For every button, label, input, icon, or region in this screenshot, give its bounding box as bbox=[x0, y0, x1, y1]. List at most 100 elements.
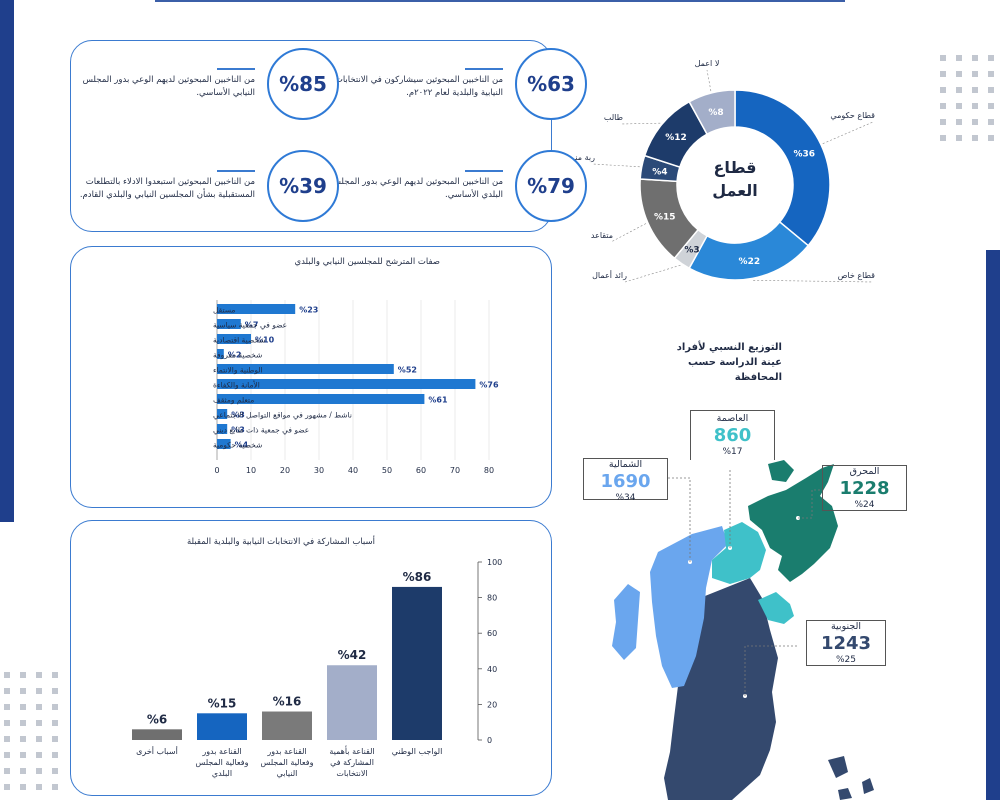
map-region-capital bbox=[712, 522, 766, 584]
vbar-tick-label: 80 bbox=[487, 594, 497, 603]
participation-reasons-bar-chart: 0 20 40 60 80 100 %6 أسباب أخرى %15 القناعة بدور… bbox=[132, 558, 502, 778]
stat-value: %79 bbox=[515, 150, 587, 222]
participation-reasons-title: أسباب المشاركة في الانتخابات النيابية وا… bbox=[186, 537, 375, 547]
dot-pattern-top-right bbox=[940, 55, 994, 141]
stat-text: من الناخبين المبحوثين لديهم الوعي بدور ا… bbox=[318, 170, 503, 202]
donut-value-label: %3 bbox=[684, 245, 699, 255]
vbar-category-label: القناعة بأهمية المشاركة في الانتخابات bbox=[329, 745, 374, 778]
stat-text: من الناخبين المبحوثين سيشاركون في الانتخ… bbox=[318, 68, 503, 100]
donut-category-label: رائد أعمال bbox=[592, 270, 627, 280]
donut-leader-line bbox=[610, 223, 647, 243]
hbar-bar bbox=[217, 304, 296, 314]
hbar-category-label: مستقل bbox=[213, 306, 235, 315]
vbar-value-label: %6 bbox=[147, 712, 167, 726]
hbar-bar bbox=[217, 364, 394, 374]
map-leader-southern bbox=[744, 645, 798, 696]
map-label-southern: الجنوبية 1243 %25 bbox=[806, 614, 886, 665]
vbar-tick-label: 40 bbox=[487, 665, 497, 674]
vbar-value-label: %16 bbox=[273, 695, 302, 709]
stat-text: من الناخبين المبحوثين استبعدوا الادلاء ب… bbox=[70, 170, 255, 202]
donut-category-label: ربة منزل bbox=[575, 153, 595, 162]
hbar-value-label: %61 bbox=[428, 396, 448, 405]
hbar-category-label: عضو في جمعية ذات طابع ديني bbox=[213, 426, 309, 435]
hbar-category-label: ناشط / مشهور في مواقع التواصل الاجتماعي bbox=[213, 411, 352, 420]
donut-leader-line bbox=[624, 264, 681, 283]
donut-leader-line bbox=[620, 122, 661, 125]
region-name: الشمالية bbox=[604, 459, 647, 470]
hbar-value-label: %7 bbox=[245, 321, 259, 330]
governorates-map bbox=[612, 460, 874, 800]
map-label-northern: الشمالية 1690 %34 bbox=[583, 452, 668, 503]
region-name: المحرق bbox=[845, 466, 884, 477]
hbar-category-label: عضو في جمعية سياسية bbox=[213, 321, 287, 330]
map-region-hawar bbox=[828, 756, 848, 778]
donut-value-label: %8 bbox=[708, 108, 723, 118]
region-value: 1690 bbox=[600, 471, 651, 492]
donut-category-label: لا أعمل bbox=[695, 60, 720, 68]
hbar-tick-label: 40 bbox=[348, 466, 358, 475]
donut-slice-private bbox=[688, 220, 810, 281]
hbar-tick-label: 70 bbox=[450, 466, 460, 475]
region-value: 860 bbox=[713, 425, 752, 446]
map-region-northern bbox=[650, 526, 728, 688]
donut-value-label: %36 bbox=[793, 149, 815, 159]
hbar-value-label: %76 bbox=[479, 381, 499, 390]
stat-value: %39 bbox=[267, 150, 339, 222]
vbar-value-label: %15 bbox=[208, 696, 237, 710]
bracket-capital bbox=[690, 410, 775, 460]
hbar-value-label: %23 bbox=[299, 306, 318, 315]
hbar-category-label: الوطنية والانتماء bbox=[213, 366, 263, 375]
hbar-bar bbox=[217, 424, 228, 434]
donut-leader-line bbox=[592, 163, 640, 168]
vbar-category-label: الواجب الوطني bbox=[392, 747, 443, 756]
donut-value-label: %15 bbox=[654, 212, 676, 222]
region-value: 1243 bbox=[820, 633, 872, 654]
hbar-tick-label: 60 bbox=[416, 466, 426, 475]
dot-pattern-bottom-left bbox=[4, 672, 58, 790]
hbar-bar bbox=[217, 439, 231, 449]
bracket-northern bbox=[583, 458, 668, 500]
donut-value-label: %22 bbox=[739, 257, 761, 267]
map-region-hawar-3 bbox=[838, 788, 852, 800]
region-value: 1228 bbox=[839, 478, 890, 499]
hbar-bar bbox=[217, 319, 241, 329]
hbar-value-label: %10 bbox=[255, 336, 275, 345]
region-pct: %17 bbox=[722, 447, 743, 457]
hbar-value-label: %52 bbox=[398, 366, 417, 375]
donut-value-label: %12 bbox=[665, 133, 687, 143]
map-leader-muharraq bbox=[798, 489, 820, 519]
candidate-traits-panel bbox=[70, 246, 552, 508]
hbar-tick-label: 0 bbox=[214, 466, 219, 475]
stat-parliament-awareness: من الناخبين المبحوثين لديهم الوعي بدور ا… bbox=[70, 48, 339, 120]
donut-category-label: متقاعد bbox=[591, 231, 613, 240]
map-label-muharraq: المحرق 1228 %24 bbox=[822, 459, 907, 510]
hbar-category-label: شخصية حكومية bbox=[213, 441, 262, 450]
vbar-category-label: القناعة بدور وفعالية المجلس البلدي bbox=[196, 747, 249, 778]
donut-slice-gov bbox=[734, 89, 831, 247]
stat-value: %85 bbox=[267, 48, 339, 120]
hbar-category-label: الأمانة والكفاءة bbox=[213, 380, 260, 390]
left-accent-bar bbox=[0, 0, 14, 522]
vbar-category-label: القناعة بدور وفعالية المجلس النيابي bbox=[261, 747, 314, 778]
hbar-tick-label: 80 bbox=[484, 466, 494, 475]
region-name: الجنوبية bbox=[826, 621, 866, 632]
donut-value-label: %4 bbox=[652, 168, 667, 178]
bracket-southern bbox=[806, 620, 886, 666]
hbar-bar bbox=[217, 394, 425, 404]
vbar-tick-label: 20 bbox=[487, 700, 497, 709]
map-region-muharraq bbox=[748, 464, 838, 582]
map-region-hawar-2 bbox=[862, 778, 874, 794]
hbar-category-label: شخصية معروفة bbox=[213, 351, 262, 360]
hbar-value-label: %3 bbox=[231, 411, 245, 420]
donut-leader-line bbox=[706, 69, 712, 92]
hbar-value-label: %2 bbox=[228, 351, 242, 360]
map-title: التوزيع النسبي لأفراد عينة الدراسة حسب ا… bbox=[676, 342, 782, 383]
stat-future-aspirations: من الناخبين المبحوثين استبعدوا الادلاء ب… bbox=[70, 150, 339, 222]
vbar-bar bbox=[392, 586, 442, 740]
vbar-value-label: %86 bbox=[403, 570, 432, 584]
donut-center-title-line2: العمل bbox=[712, 181, 758, 200]
vbar-value-label: %42 bbox=[338, 648, 367, 662]
hbar-tick-label: 10 bbox=[246, 466, 256, 475]
hbar-bar bbox=[217, 349, 224, 359]
